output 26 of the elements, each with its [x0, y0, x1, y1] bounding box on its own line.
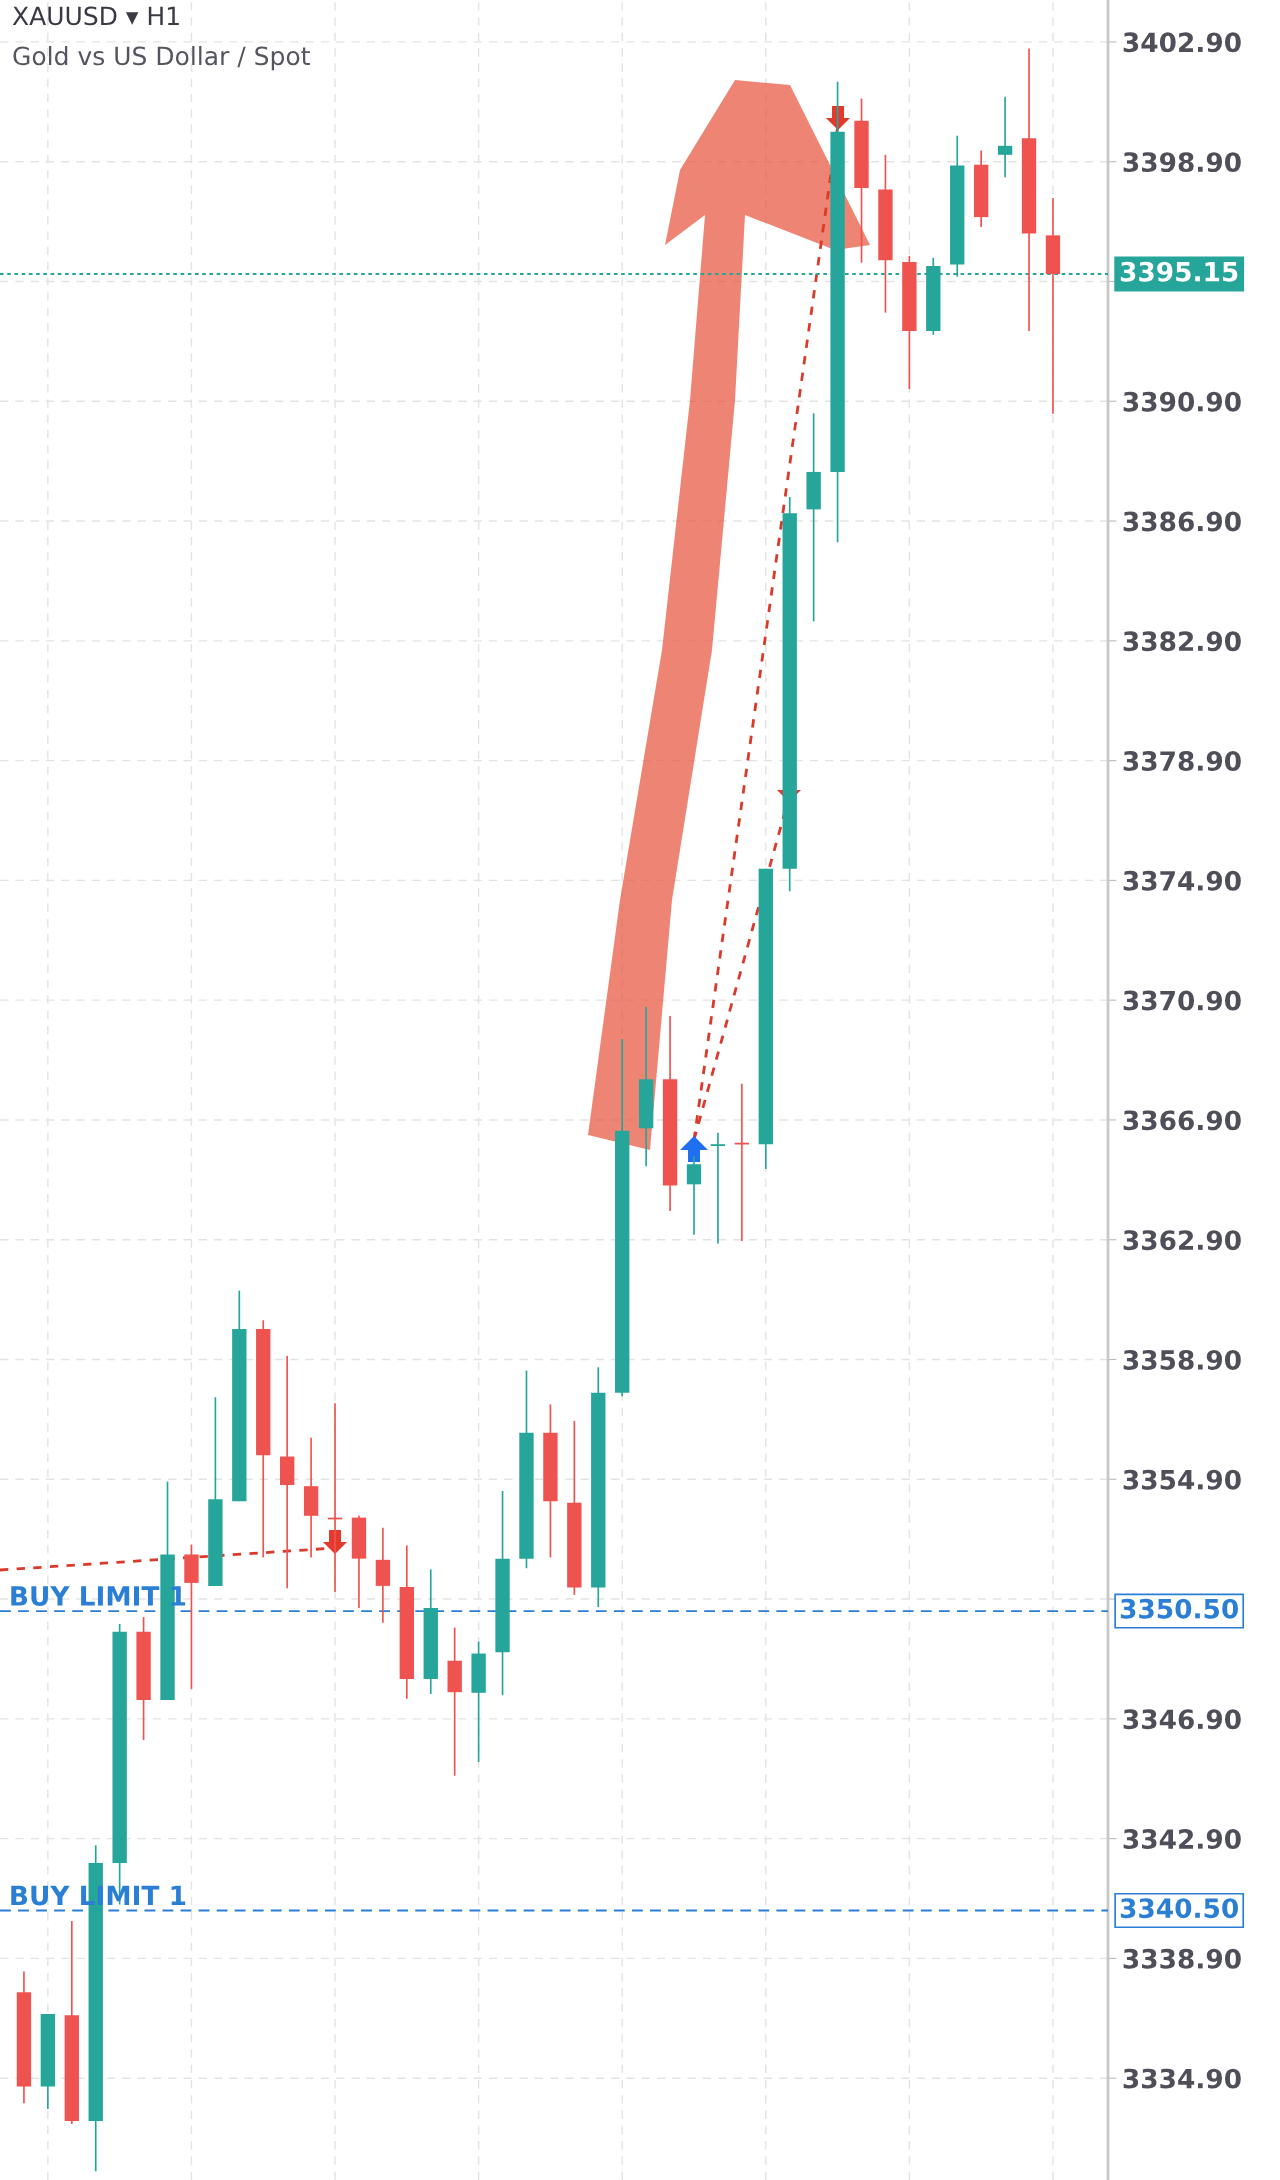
y-tick-label: 3390.90 — [1123, 391, 1241, 412]
y-tick-label: 3374.90 — [1123, 870, 1241, 891]
text: Gold vs US Dollar / Spot — [13, 46, 310, 71]
ref-line-label: 3350.50 — [1120, 1598, 1239, 1619]
y-tick-label: 3338.90 — [1123, 1948, 1241, 1969]
y-tick-label: 3370.90 — [1123, 990, 1241, 1011]
candlestick — [279, 1355, 295, 1590]
candlestick — [734, 1082, 750, 1242]
candlestick — [686, 1155, 702, 1236]
candlestick — [997, 95, 1013, 179]
y-tick-label: 3342.90 — [1123, 1829, 1241, 1850]
chart-title: XAUUSD ▾ H1 — [12, 6, 179, 26]
y-tick-label: 3382.90 — [1123, 631, 1241, 652]
candlestick — [710, 1131, 726, 1245]
ref-line-label: 3340.50 — [1120, 1898, 1239, 1919]
y-tick-label: 3386.90 — [1123, 511, 1241, 532]
y-tick-label: 3366.90 — [1123, 1110, 1241, 1131]
y-tick-label: 3402.90 — [1123, 32, 1241, 53]
y-tick-label: 3362.90 — [1123, 1230, 1241, 1251]
y-tick-label: 3334.90 — [1123, 2068, 1241, 2089]
y-tick-label: 3358.90 — [1123, 1349, 1241, 1370]
ref-line-label: 3395.15 — [1120, 261, 1238, 282]
y-tick-label: 3398.90 — [1123, 152, 1241, 173]
y-tick-label: 3346.90 — [1123, 1709, 1241, 1730]
y-tick-label: 3354.90 — [1123, 1469, 1241, 1490]
y-tick-label: 3378.90 — [1123, 751, 1241, 772]
